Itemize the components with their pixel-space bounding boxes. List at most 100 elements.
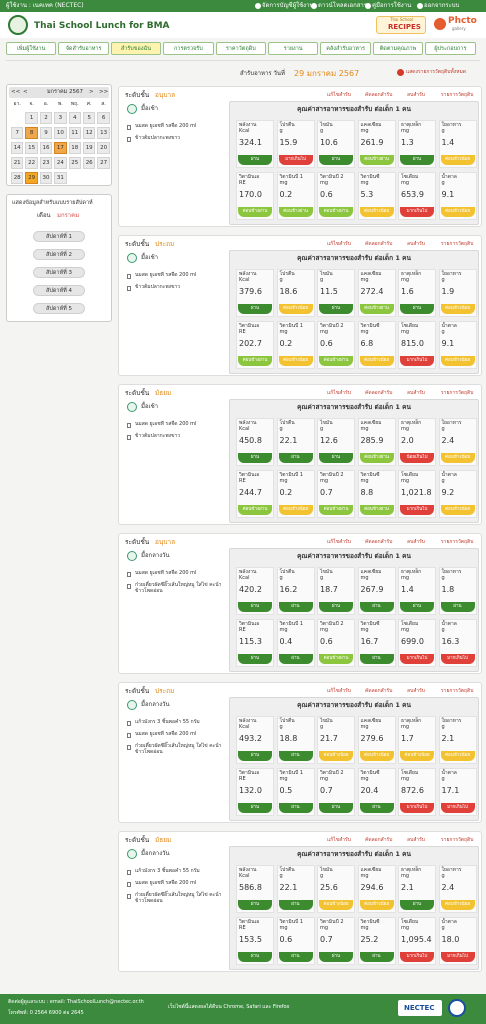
card-action[interactable]: แก้ไขสำรับ [327,92,351,98]
nav-tab[interactable]: ราคาวัตถุดิบ [215,42,266,55]
calendar-day[interactable]: 4 [68,112,81,124]
nav-tab[interactable]: เพิ่มผู้ใช้งาน [6,42,57,55]
calendar-day[interactable]: 19 [83,142,96,154]
calendar-nav[interactable]: << [11,89,21,95]
nutrient-unit: mg [320,329,329,335]
calendar-day[interactable]: 27 [97,157,110,169]
calendar-nav[interactable]: < [23,89,28,95]
card-action[interactable]: ลบสำรับ [407,837,425,843]
footer-phone: โทรศัพท์: 0 2564 6900 ต่อ 2645 [8,1010,84,1016]
calendar-day[interactable]: 13 [97,127,110,139]
card-action[interactable]: คัดลอกสำรับ [365,92,393,98]
nutrient-cell: วิตามินบี 2 mg 0.7 ผ่าน [317,768,355,816]
calendar-day[interactable]: 7 [11,127,24,139]
nutrient-unit: mg [401,478,410,484]
nutrient-unit: mg [320,180,329,186]
card-action[interactable]: รายการวัตถุดิบ [441,92,474,98]
nav-tab[interactable]: รายงาน [268,42,319,55]
nav-tab[interactable]: คลังสำรับอาหาร [320,42,371,55]
card-action[interactable]: รายการวัตถุดิบ [441,837,474,843]
calendar-day[interactable]: 23 [39,157,53,169]
calendar-day[interactable]: 22 [25,157,38,169]
calendar-day[interactable]: 5 [83,112,96,124]
nutrient-cell: โซเดียม mg 699.0 มากเกินไป [398,619,436,667]
week-button[interactable]: สัปดาห์ที่ 2 [33,249,85,260]
card-action[interactable]: คัดลอกสำรับ [365,837,393,843]
nutrient-name: โซเดียม [401,323,419,329]
nutrient-unit: g [441,776,445,782]
card-action[interactable]: ลบสำรับ [407,92,425,98]
nutrient-unit: mg [401,426,410,432]
nutrient-unit: mg [401,925,410,931]
week-button[interactable]: สัปดาห์ที่ 1 [33,231,85,242]
card-action[interactable]: ลบสำรับ [407,390,425,396]
card-action[interactable]: แก้ไขสำรับ [327,688,351,694]
ingredients-button[interactable]: แสดงรายการวัตถุดิบทั้งหมด [406,69,466,75]
calendar-day[interactable]: 17 [54,142,67,154]
weekday: อ. [43,101,49,107]
card-action[interactable]: ลบสำรับ [407,539,425,545]
card-action[interactable]: ลบสำรับ [407,688,425,694]
week-button[interactable]: สัปดาห์ที่ 3 [33,267,85,278]
calendar-day[interactable]: 15 [25,142,38,154]
calendar-day[interactable]: 21 [11,157,24,169]
nutrient-value: 0.2 [279,190,293,199]
top-link[interactable]: จัดการบัญชีผู้ใช้งาน [262,2,314,9]
card-action[interactable]: คัดลอกสำรับ [365,241,393,247]
calendar-nav[interactable]: > [89,89,94,95]
nav-tab[interactable]: ติดตามคุณภาพ [372,42,424,55]
nav-tab[interactable]: สำรับของฉัน [110,42,162,55]
nutrient-unit: mg [360,925,369,931]
calendar-day[interactable]: 12 [83,127,96,139]
nutrient-unit: g [279,873,283,879]
calendar-day[interactable]: 11 [68,127,81,139]
nutrient-value: 16.3 [441,637,460,646]
nutrient-cell: ใยอาหาร g 2.4 ค่อนข้างน้อย [438,418,477,466]
card-action[interactable]: แก้ไขสำรับ [327,241,351,247]
card-action[interactable]: รายการวัตถุดิบ [441,539,474,545]
calendar-day[interactable]: 2 [39,112,53,124]
nav-tab[interactable]: การตรวจรับ [163,42,214,55]
nav-tab[interactable]: จัดสำรับอาหาร [58,42,109,55]
calendar-day[interactable]: 1 [25,112,38,124]
calendar-day[interactable]: 6 [97,112,110,124]
top-link[interactable]: ดาวน์โหลดเอกสาร [318,2,368,9]
calendar-day[interactable]: 3 [54,112,67,124]
nav-tab[interactable]: ผู้ประกอบการ [425,42,476,55]
nutrient-name: น้ำตาล [441,174,457,180]
calendar-day[interactable]: 9 [39,127,53,139]
meal-icon [127,402,137,412]
week-button[interactable]: สัปดาห์ที่ 5 [33,303,85,314]
calendar-day[interactable]: 28 [11,172,24,184]
calendar-day[interactable]: 24 [54,157,67,169]
card-action[interactable]: แก้ไขสำรับ [327,837,351,843]
card-action[interactable]: แก้ไขสำรับ [327,539,351,545]
calendar-day[interactable]: 30 [39,172,53,184]
calendar-day[interactable]: 25 [68,157,81,169]
card-action[interactable]: คัดลอกสำรับ [365,688,393,694]
card-action[interactable]: รายการวัตถุดิบ [441,241,474,247]
calendar-day[interactable]: 16 [39,142,53,154]
nutrient-value: 586.8 [239,883,262,892]
calendar-nav[interactable]: >> [99,89,109,95]
card-action[interactable]: คัดลอกสำรับ [365,539,393,545]
card-action[interactable]: ลบสำรับ [407,241,425,247]
card-action[interactable]: รายการวัตถุดิบ [441,688,474,694]
calendar-day[interactable]: 31 [54,172,67,184]
calendar-day[interactable]: 10 [54,127,67,139]
top-link[interactable]: ออกจากระบบ [424,2,460,9]
calendar-day[interactable]: 26 [83,157,96,169]
nutrient-name: วิตามินเอ [239,323,260,329]
nutrient-value: 493.2 [239,734,262,743]
card-action[interactable]: แก้ไขสำรับ [327,390,351,396]
card-action[interactable]: คัดลอกสำรับ [365,390,393,396]
calendar-day[interactable]: 29 [25,172,38,184]
top-link[interactable]: คู่มือการใช้งาน [372,2,412,9]
calendar-day[interactable]: 14 [11,142,24,154]
calendar-day[interactable]: 18 [68,142,81,154]
nutrient-name: แคลเซียม [360,271,382,277]
card-action[interactable]: รายการวัตถุดิบ [441,390,474,396]
calendar-day[interactable]: 20 [97,142,110,154]
calendar-day[interactable]: 8 [25,127,38,139]
week-button[interactable]: สัปดาห์ที่ 4 [33,285,85,296]
